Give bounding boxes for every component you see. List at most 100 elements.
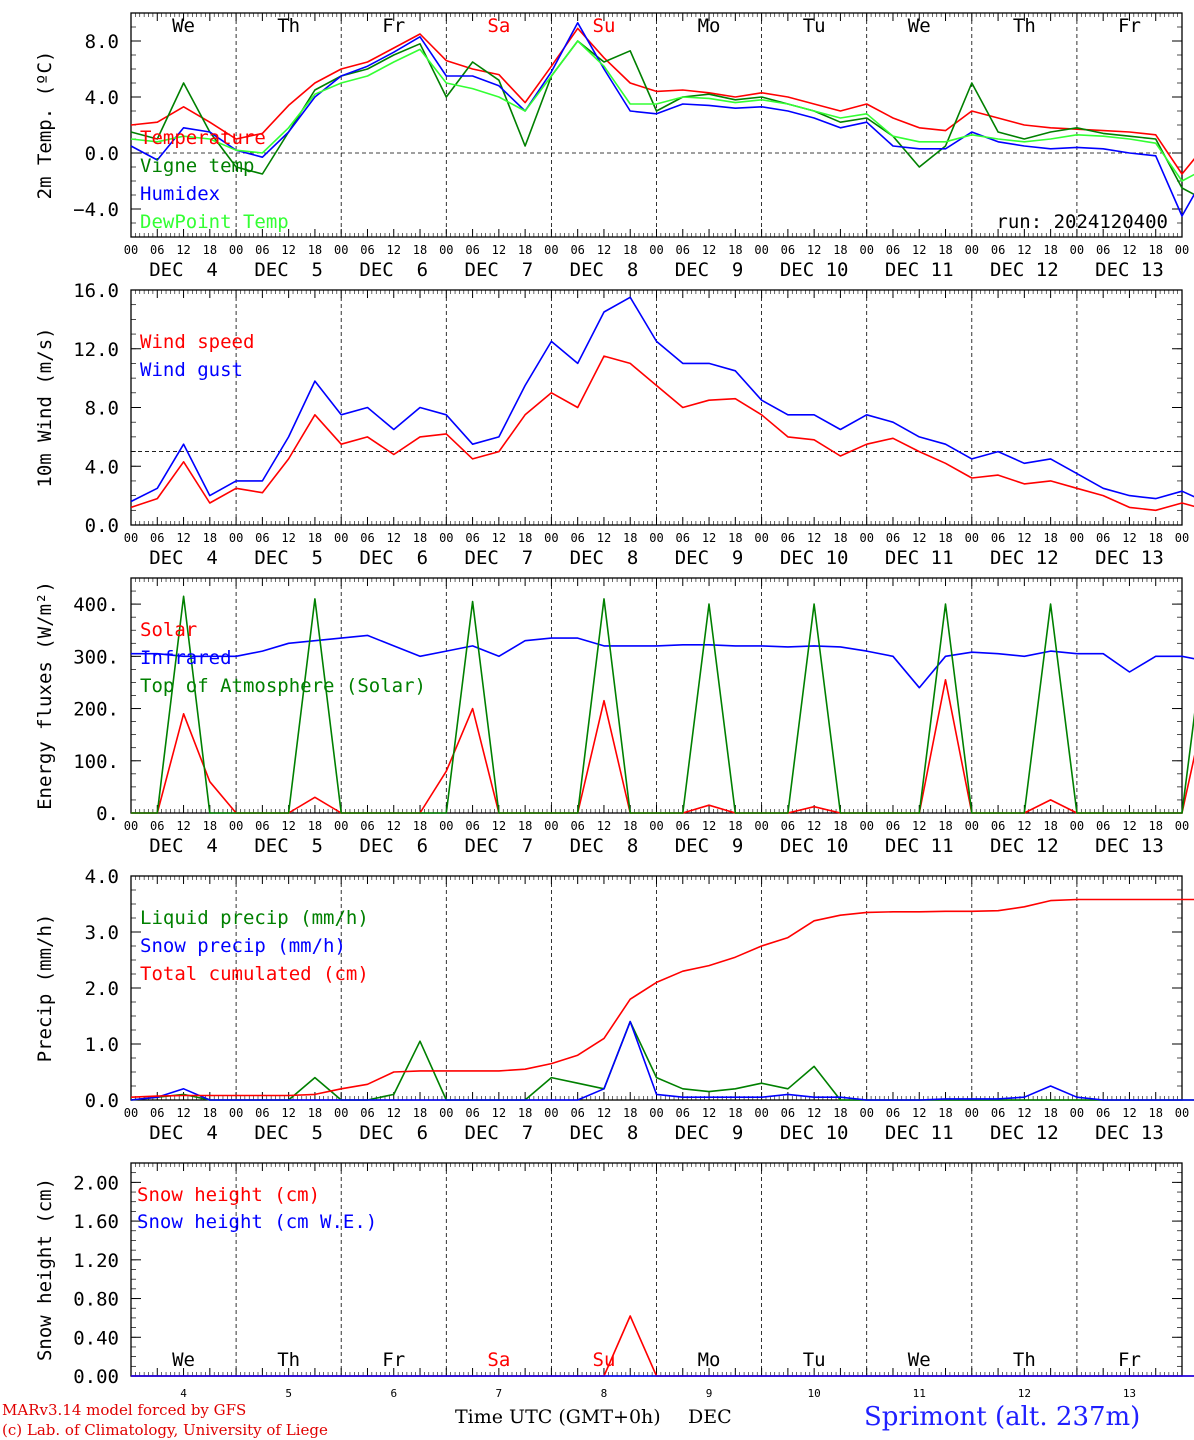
x-tick-label: 12 <box>176 819 190 833</box>
x-tick-label: 00 <box>754 1106 768 1120</box>
x-tick-label: 00 <box>124 243 138 257</box>
date-label: DEC 12 <box>990 1122 1059 1144</box>
x-tick-label: 12 <box>597 1106 611 1120</box>
date-label: DEC 5 <box>254 259 323 281</box>
legend-entry: Wind gust <box>140 359 243 381</box>
series-line-2 <box>130 296 1194 503</box>
y-tick-label: 1.60 <box>73 1211 119 1233</box>
x-tick-label: 00 <box>229 1106 243 1120</box>
x-tick-label: 00 <box>334 243 348 257</box>
legend-entry: Top of Atmosphere (Solar) <box>140 675 426 697</box>
day-label: Fr <box>1118 1349 1141 1371</box>
x-tick-label: 12 <box>912 531 926 545</box>
x-tick-label: 00 <box>334 1106 348 1120</box>
x-tick-label: 18 <box>1148 819 1162 833</box>
date-label: DEC 12 <box>990 547 1059 569</box>
x-tick-label: 18 <box>1043 531 1057 545</box>
x-tick-label: 06 <box>676 819 690 833</box>
date-label: DEC 6 <box>359 547 428 569</box>
chart-panel-4: 00 06 12 18 00 06 12 18 00 06 12 18 00 06 12 18 00 06 12 18… <box>34 866 1194 1144</box>
x-tick-label: 12 <box>807 531 821 545</box>
day-label: Fr <box>1118 15 1141 37</box>
x-tick-label: 12 <box>281 531 295 545</box>
date-label: DEC 11 <box>885 547 954 569</box>
date-label: DEC 7 <box>465 1122 534 1144</box>
y-tick-label: 2.00 <box>73 1172 119 1194</box>
x-tick-label: 06 <box>255 1106 269 1120</box>
y-tick-label: 0.0 <box>85 1090 119 1112</box>
y-axis-label: 10m Wind (m/s) <box>34 327 56 487</box>
day-label: We <box>908 15 931 37</box>
date-label: DEC 13 <box>1095 1122 1164 1144</box>
legend-entry: Solar <box>140 619 197 641</box>
x-tick-label: 12 <box>1017 819 1031 833</box>
x-tick-label: 00 <box>1175 1106 1189 1120</box>
x-tick-label: 12 <box>807 243 821 257</box>
y-tick-label: 1.0 <box>85 1034 119 1056</box>
x-tick-label: 00 <box>1070 531 1084 545</box>
date-number: 12 <box>1018 1387 1031 1400</box>
x-tick-label: 18 <box>833 819 847 833</box>
x-tick-label: 18 <box>413 243 427 257</box>
x-tick-label: 18 <box>833 1106 847 1120</box>
legend-entry: Snow height (cm) <box>137 1184 320 1206</box>
x-tick-label: 06 <box>360 819 374 833</box>
date-label: DEC 12 <box>990 259 1059 281</box>
y-tick-label: 0.40 <box>73 1327 119 1349</box>
date-label: DEC 9 <box>675 547 744 569</box>
x-tick-label: 06 <box>570 531 584 545</box>
x-tick-label: 06 <box>991 243 1005 257</box>
legend-entry: DewPoint Temp <box>140 211 289 233</box>
date-label: DEC 13 <box>1095 547 1164 569</box>
x-tick-label: 12 <box>492 1106 506 1120</box>
x-tick-label: 00 <box>334 819 348 833</box>
x-tick-label: 06 <box>150 531 164 545</box>
date-label: DEC 8 <box>570 259 639 281</box>
x-tick-label: 12 <box>387 819 401 833</box>
x-tick-label: 18 <box>728 819 742 833</box>
chart-panel-1: 00 06 12 18 00 06 12 18 00 06 12 18 00 06 12 18 00 06 12 18… <box>34 12 1194 281</box>
x-tick-label: 06 <box>781 819 795 833</box>
x-tick-label: 12 <box>1122 243 1136 257</box>
date-label: DEC 6 <box>359 835 428 857</box>
x-tick-label: 06 <box>570 819 584 833</box>
date-label: DEC 4 <box>149 259 218 281</box>
date-label: DEC 12 <box>990 835 1059 857</box>
x-tick-label: 18 <box>518 243 532 257</box>
x-tick-label: 12 <box>1017 243 1031 257</box>
model-credit: MARv3.14 model forced by GFS <box>2 1401 247 1419</box>
x-tick-label: 00 <box>439 819 453 833</box>
x-tick-label: 06 <box>991 819 1005 833</box>
date-label: DEC 11 <box>885 1122 954 1144</box>
x-tick-label: 00 <box>439 243 453 257</box>
date-number: 5 <box>285 1387 292 1400</box>
x-tick-label: 12 <box>492 243 506 257</box>
date-label: DEC 9 <box>675 259 744 281</box>
day-label: Th <box>1013 15 1036 37</box>
x-tick-label: 00 <box>439 531 453 545</box>
x-tick-label: 12 <box>807 1106 821 1120</box>
legend-entry: Vigne temp <box>140 155 254 177</box>
x-tick-label: 18 <box>833 243 847 257</box>
x-tick-label: 18 <box>1043 819 1057 833</box>
series-line-3 <box>130 898 1194 1098</box>
date-number: 11 <box>913 1387 926 1400</box>
x-tick-label: 18 <box>623 1106 637 1120</box>
day-label: Mo <box>698 1349 721 1371</box>
x-tick-label: 12 <box>807 819 821 833</box>
x-tick-label: 00 <box>124 819 138 833</box>
x-tick-label: 12 <box>176 243 190 257</box>
day-label: Th <box>277 15 300 37</box>
x-tick-label: 18 <box>938 531 952 545</box>
x-tick-label: 12 <box>597 819 611 833</box>
y-tick-label: 0.0 <box>85 515 119 537</box>
series-line-3 <box>131 595 1194 814</box>
legend-entry: Humidex <box>140 183 220 205</box>
x-tick-label: 00 <box>439 1106 453 1120</box>
date-number: 9 <box>706 1387 713 1400</box>
date-label: DEC 10 <box>780 1122 849 1144</box>
date-label: DEC 9 <box>675 835 744 857</box>
y-tick-label: 300. <box>73 646 119 668</box>
x-tick-label: 06 <box>465 1106 479 1120</box>
x-tick-label: 06 <box>781 243 795 257</box>
